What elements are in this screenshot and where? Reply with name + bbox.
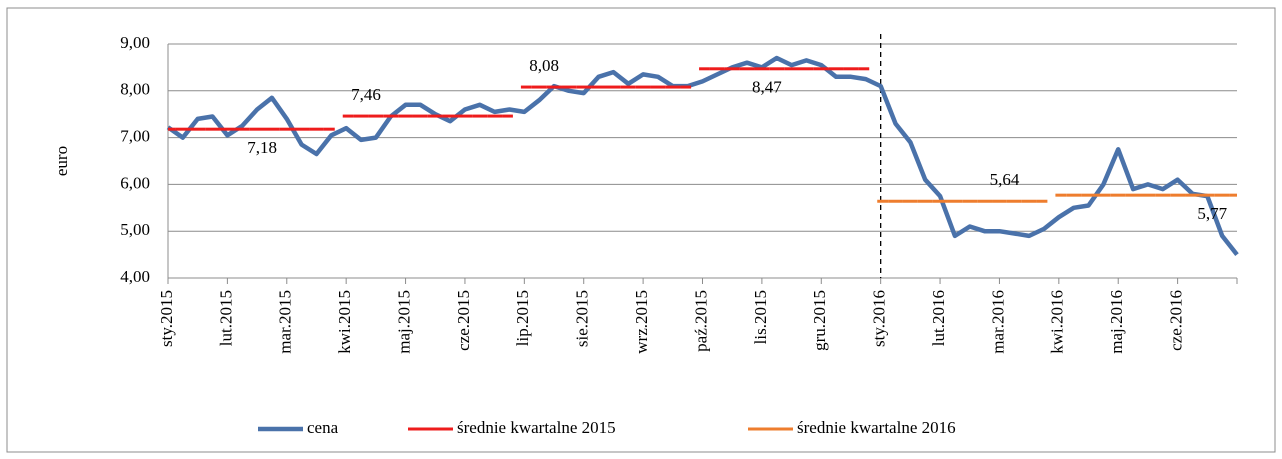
x-tick-label: cze.2015 <box>454 290 473 351</box>
chart-border <box>6 7 1276 453</box>
y-tick-label: 8,00 <box>120 80 150 99</box>
data-label: 8,08 <box>529 56 559 75</box>
x-tick-label: maj.2015 <box>394 290 413 354</box>
y-tick-label: 6,00 <box>120 173 150 192</box>
data-label: 5,64 <box>990 170 1020 189</box>
legend-label: cena <box>307 418 339 437</box>
data-label: 5,77 <box>1197 204 1227 223</box>
x-tick-label: mar.2016 <box>988 290 1007 354</box>
price-line <box>166 55 1239 256</box>
data-label: 8,47 <box>752 78 782 97</box>
y-tick-label: 4,00 <box>120 267 150 286</box>
x-tick-label: lip.2015 <box>513 290 532 346</box>
data-label: 7,18 <box>247 138 277 157</box>
x-tick-label: paź.2015 <box>691 290 710 352</box>
x-tick-label: mar.2015 <box>276 290 295 354</box>
x-tick-label: gru.2015 <box>810 290 829 351</box>
x-tick-label: kwi.2016 <box>1048 290 1067 354</box>
legend-label: średnie kwartalne 2016 <box>797 418 956 437</box>
x-tick-label: cze.2016 <box>1167 290 1186 351</box>
y-tick-label: 9,00 <box>120 33 150 52</box>
x-tick-label: wrz.2015 <box>632 290 651 354</box>
y-tick-label: 5,00 <box>120 220 150 239</box>
y-tick-label: 7,00 <box>120 127 150 146</box>
legend-label: średnie kwartalne 2015 <box>457 418 616 437</box>
x-tick-label: lut.2015 <box>216 290 235 346</box>
x-tick-label: lut.2016 <box>929 290 948 346</box>
x-tick-label: sty.2016 <box>870 290 889 347</box>
data-label: 7,46 <box>351 85 381 104</box>
x-tick-label: sie.2015 <box>573 290 592 347</box>
x-tick-label: sty.2015 <box>157 290 176 347</box>
x-tick-label: kwi.2015 <box>335 290 354 354</box>
x-tick-label: maj.2016 <box>1107 290 1126 354</box>
x-tick-label: lis.2015 <box>751 290 770 344</box>
y-axis-label: euro <box>52 146 71 176</box>
